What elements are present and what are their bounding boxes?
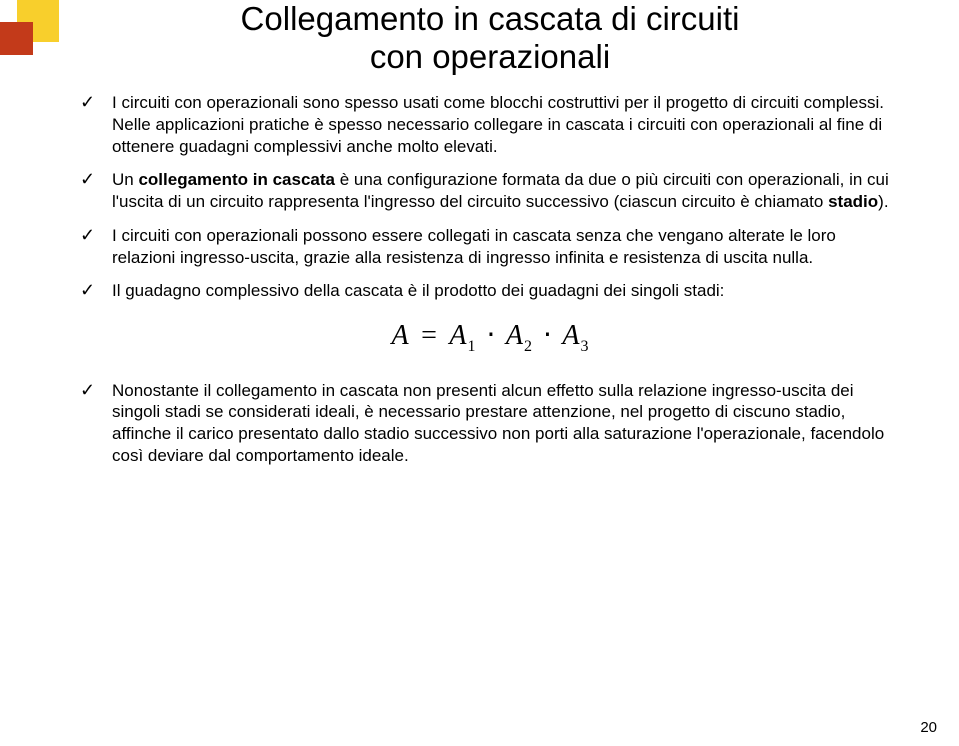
bullet-item: ✓ Il guadagno complessivo della cascata …	[80, 280, 900, 302]
bullet-text: I circuiti con operazionali sono spesso …	[112, 92, 900, 157]
formula-dot: ⋅	[539, 320, 556, 351]
formula-A3: A	[562, 320, 579, 351]
text-bold: collegamento in cascata	[138, 170, 335, 189]
checkmark-icon: ✓	[80, 380, 112, 402]
content-area: ✓ I circuiti con operazionali sono spess…	[80, 92, 900, 479]
bullet-item: ✓ I circuiti con operazionali possono es…	[80, 225, 900, 269]
bullet-text: Nonostante il collegamento in cascata no…	[112, 380, 900, 467]
bullet-text: Il guadagno complessivo della cascata è …	[112, 280, 900, 302]
formula-sub1: 1	[466, 338, 475, 355]
bullet-text: I circuiti con operazionali possono esse…	[112, 225, 900, 269]
bullet-text: Un collegamento in cascata è una configu…	[112, 169, 900, 213]
title-line-2: con operazionali	[370, 38, 610, 75]
text-bold: stadio	[828, 192, 878, 211]
formula-equals: =	[415, 320, 443, 351]
formula-A2: A	[506, 320, 523, 351]
formula-sub3: 3	[580, 338, 589, 355]
decoration-red-square	[0, 22, 33, 55]
checkmark-icon: ✓	[80, 280, 112, 302]
page-number: 20	[920, 719, 937, 736]
formula-A: A	[391, 320, 408, 351]
formula-A1: A	[449, 320, 466, 351]
bullet-item: ✓ I circuiti con operazionali sono spess…	[80, 92, 900, 157]
title-line-1: Collegamento in cascata di circuiti	[241, 0, 740, 37]
bullet-item: ✓ Un collegamento in cascata è una confi…	[80, 169, 900, 213]
formula-sub2: 2	[523, 338, 532, 355]
checkmark-icon: ✓	[80, 92, 112, 114]
text-span: Un	[112, 170, 138, 189]
checkmark-icon: ✓	[80, 169, 112, 191]
checkmark-icon: ✓	[80, 225, 112, 247]
formula-dot: ⋅	[482, 320, 499, 351]
bullet-item: ✓ Nonostante il collegamento in cascata …	[80, 380, 900, 467]
page-title: Collegamento in cascata di circuiti con …	[120, 0, 860, 76]
text-span: ).	[878, 192, 888, 211]
formula: A = A1 ⋅ A2 ⋅ A3	[80, 318, 900, 356]
